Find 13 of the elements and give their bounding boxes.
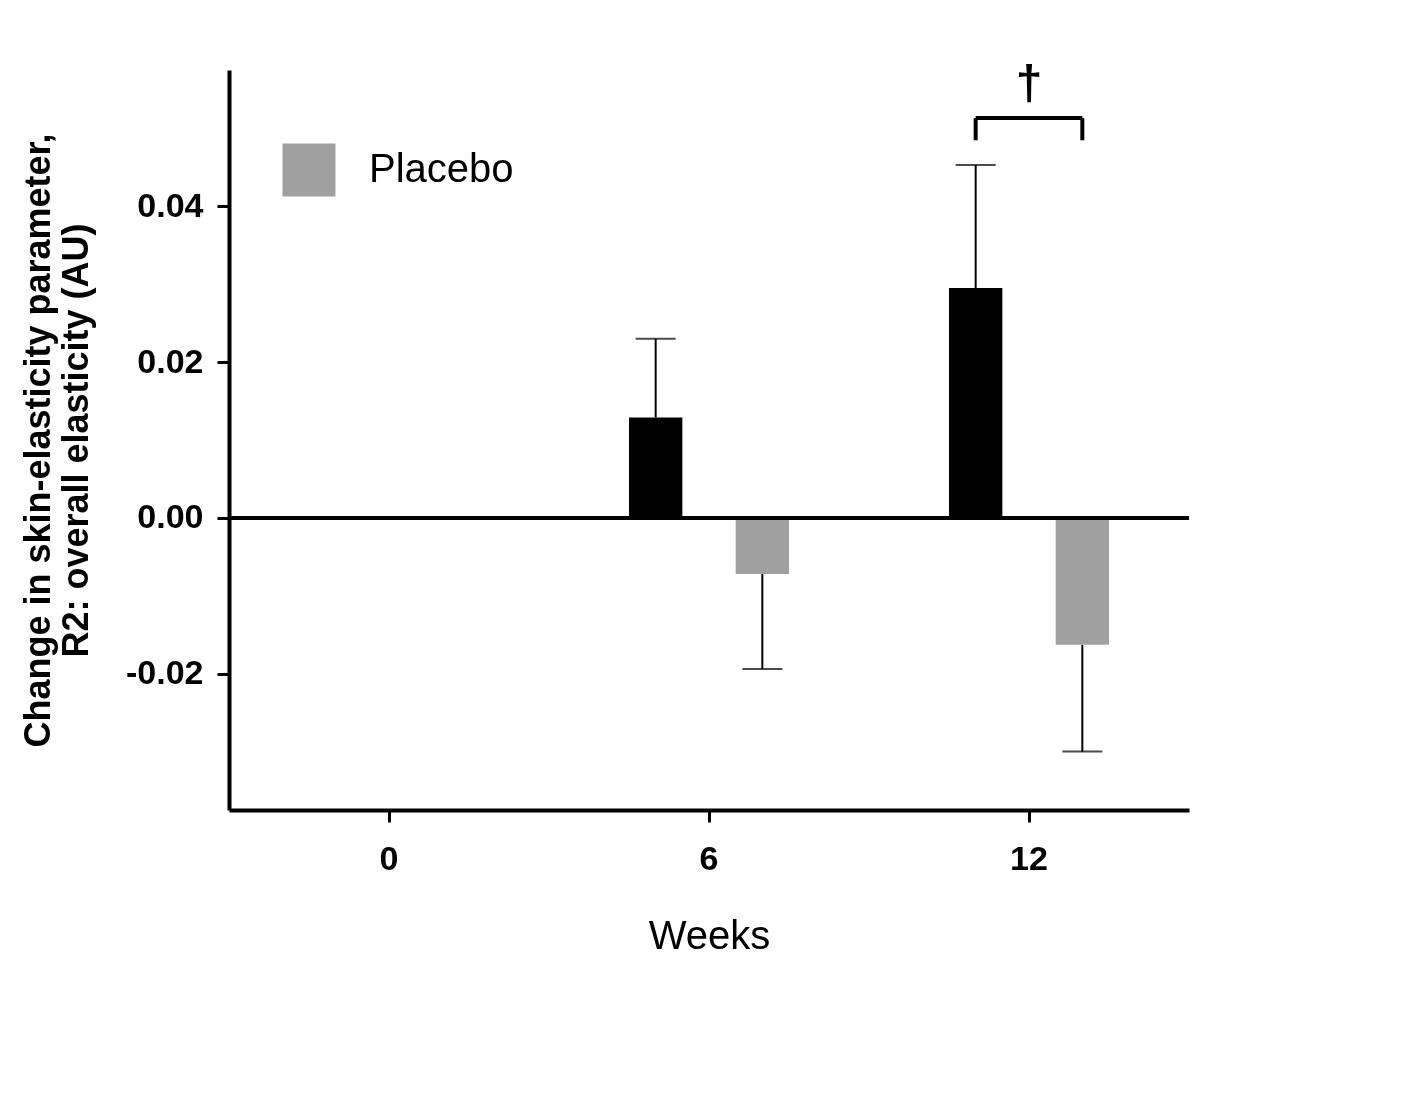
bar <box>735 517 789 574</box>
bar <box>1055 517 1109 645</box>
legend-label: Placebo <box>369 146 514 190</box>
y-tick-label: -0.02 <box>126 653 204 692</box>
y-tick-label: 0.04 <box>137 185 204 224</box>
y-tick-label: 0.00 <box>137 497 204 536</box>
x-tick-label: 0 <box>379 838 399 877</box>
y-axis-title: Change in skin-elasticity parameter, R2: overall elasticity (AU) <box>17 133 96 748</box>
x-tick-label: 12 <box>1010 838 1048 877</box>
y-tick-label: 0.02 <box>137 341 204 380</box>
x-tick-label: 6 <box>699 838 719 877</box>
x-axis-title: Weeks <box>648 912 771 957</box>
annotation: † <box>1015 55 1043 109</box>
